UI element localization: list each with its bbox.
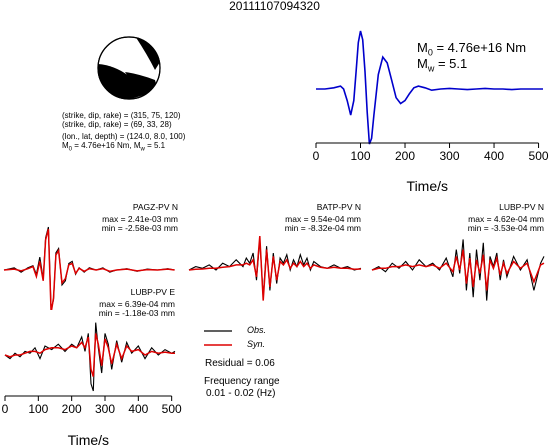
x-tick-label: 300	[95, 402, 115, 416]
figure-title: 20111107094320	[229, 0, 320, 13]
legend-obs-label: Obs.	[247, 325, 267, 335]
max-amplitude-label: max = 4.62e-04 mm	[468, 214, 544, 224]
min-amplitude-label: min = -1.18e-03 mm	[99, 308, 175, 318]
moment-magnitude-line: M0 = 4.76e+16 Nm, Mw = 5.1	[62, 141, 166, 153]
min-amplitude-label: min = -8.32e-04 mm	[285, 223, 361, 233]
x-tick-label: 100	[28, 402, 48, 416]
source-time-function-plot: 0 100 200 300 400 500 Time/s	[313, 30, 549, 194]
mechanism-params: (strike, dip, rake) = (315, 75, 120) (st…	[62, 111, 185, 155]
residual-label: Residual = 0.06	[205, 358, 275, 369]
x-tick-label: 400	[484, 149, 504, 163]
max-amplitude-label: max = 2.41e-03 mm	[102, 214, 178, 224]
legend-lines	[204, 330, 232, 346]
frequency-range: 0.01 - 0.02 (Hz)	[206, 388, 276, 399]
x-tick-label: 400	[128, 402, 148, 416]
max-amplitude-label: max = 9.54e-04 mm	[285, 214, 361, 224]
observed-trace	[4, 322, 176, 392]
observed-trace	[371, 239, 545, 301]
x-tick-label: 500	[529, 149, 549, 163]
frequency-title: Frequency range	[204, 376, 280, 387]
synthetic-trace	[371, 249, 545, 291]
x-tick-label: 500	[162, 402, 182, 416]
station-label: LUBP-PV N	[499, 202, 544, 212]
x-axis-label: Time/s	[407, 178, 448, 194]
x-tick-label: 100	[350, 149, 370, 163]
stf-m0-label: M0 = 4.76e+16 Nm	[417, 40, 527, 58]
x-axis-label: Time/s	[68, 432, 109, 447]
x-tick-label: 0	[313, 149, 320, 163]
synthetic-trace	[3, 228, 175, 310]
min-amplitude-label: min = -2.58e-03 mm	[102, 223, 178, 233]
min-amplitude-label: min = -3.53e-04 mm	[468, 223, 544, 233]
station-label: PAGZ-PV N	[133, 202, 178, 212]
stf-line	[316, 30, 543, 145]
synthetic-trace	[4, 333, 175, 377]
stf-mw-label: Mw = 5.1	[417, 56, 468, 74]
nodal-plane-2: (strike, dip, rake) = (69, 33, 28)	[62, 120, 172, 129]
synthetic-trace	[188, 235, 362, 301]
legend-syn-label: Syn.	[247, 339, 266, 349]
max-amplitude-label: max = 6.39e-04 mm	[99, 299, 175, 309]
station-label: LUBP-PV E	[131, 287, 176, 297]
x-tick-label: 0	[2, 402, 9, 416]
focal-mechanism-beachball	[97, 36, 161, 100]
x-tick-label: 300	[440, 149, 460, 163]
location-depth: (lon., lat, depth) = (124.0, 8.0, 100)	[62, 132, 186, 141]
x-tick-label: 200	[62, 402, 82, 416]
station-label: BATP-PV N	[317, 202, 361, 212]
nodal-plane-1: (strike, dip, rake) = (315, 75, 120)	[62, 111, 181, 120]
x-tick-label: 200	[395, 149, 415, 163]
